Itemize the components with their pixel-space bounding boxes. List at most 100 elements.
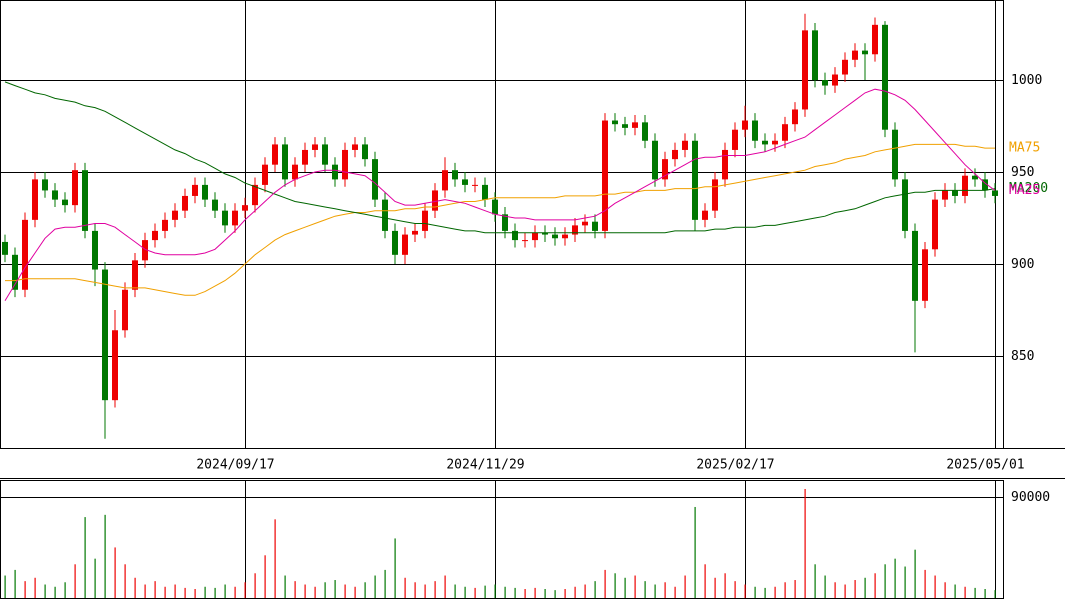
volume-bar <box>724 573 726 598</box>
candle-body <box>582 221 588 226</box>
volume-bar <box>714 577 716 598</box>
candle-body <box>392 230 398 255</box>
volume-bar <box>144 584 146 598</box>
volume-bar <box>824 575 826 598</box>
candle-body <box>302 149 308 165</box>
volume-bar <box>224 584 226 598</box>
volume-bar <box>204 586 206 598</box>
volume-bar <box>734 581 736 598</box>
volume-bar <box>304 584 306 598</box>
candle-body <box>12 254 18 290</box>
volume-bar <box>254 573 256 598</box>
candle-body <box>892 129 898 180</box>
candle-body <box>942 190 948 200</box>
candle-body <box>72 170 78 206</box>
volume-bar <box>474 587 476 598</box>
candle-body <box>642 122 648 141</box>
candle-body <box>852 50 858 60</box>
volume-bar <box>514 587 516 598</box>
volume-bar <box>894 558 896 598</box>
moving-average-line <box>4 88 996 302</box>
volume-bar <box>484 585 486 598</box>
candle-body <box>932 199 938 250</box>
candle-body <box>682 140 688 150</box>
candle-body <box>822 80 828 86</box>
candle-body <box>662 159 668 180</box>
candle-body <box>42 179 48 191</box>
volume-bar <box>164 586 166 598</box>
candle-body <box>612 120 618 125</box>
volume-bar <box>704 564 706 598</box>
volume-bar <box>574 586 576 598</box>
candle-body <box>982 179 988 191</box>
volume-bar <box>744 584 746 598</box>
volume-bar <box>854 580 856 598</box>
candle-body <box>412 230 418 235</box>
candle-body <box>32 179 38 220</box>
volume-bar <box>394 538 396 598</box>
candle-body <box>232 210 238 226</box>
volume-bar <box>264 555 266 598</box>
volume-frame <box>0 480 1004 599</box>
volume-bar <box>214 587 216 598</box>
candle-body <box>762 140 768 145</box>
volume-bar <box>684 575 686 598</box>
volume-bar <box>764 587 766 598</box>
candle-body <box>522 240 528 242</box>
y-tick-label: 1000 <box>1011 73 1042 88</box>
volume-bar <box>594 581 596 598</box>
volume-bar <box>4 575 6 598</box>
candle-body <box>772 140 778 145</box>
volume-bar <box>344 584 346 598</box>
candle-body <box>722 149 728 180</box>
candle-body <box>352 144 358 150</box>
x-tick-label: 2024/09/17 <box>196 458 274 473</box>
volume-bar <box>524 589 526 598</box>
candle-body <box>282 144 288 180</box>
volume-bar <box>34 577 36 598</box>
volume-bar <box>64 582 66 598</box>
volume-bar <box>544 589 546 598</box>
candle-body <box>312 144 318 150</box>
candle-body <box>482 184 488 200</box>
candle-body <box>752 120 758 141</box>
candle-body <box>672 149 678 160</box>
candle-body <box>122 289 128 331</box>
volume-bar <box>434 581 436 598</box>
y-tick-label: 900 <box>1011 257 1034 272</box>
candle-body <box>82 170 88 231</box>
x-tick-label: 2025/05/01 <box>946 458 1024 473</box>
volume-bar <box>994 590 996 598</box>
candle-body <box>742 120 748 130</box>
candle-body <box>372 159 378 200</box>
candle-body <box>562 234 568 239</box>
candle-body <box>712 179 718 211</box>
volume-bar <box>44 584 46 598</box>
candle-body <box>142 240 148 261</box>
volume-bar <box>154 581 156 598</box>
volume-bar <box>464 586 466 598</box>
volume-bar <box>904 566 906 598</box>
candle-body <box>272 144 278 165</box>
volume-bar <box>404 577 406 598</box>
volume-bar <box>444 575 446 598</box>
candle-body <box>542 232 548 235</box>
volume-bar <box>534 587 536 598</box>
volume-bar <box>14 569 16 598</box>
volume-bar <box>804 488 806 598</box>
volume-bar <box>374 575 376 598</box>
moving-average-line <box>4 81 996 234</box>
candle-body <box>192 184 198 196</box>
volume-bar <box>244 582 246 598</box>
volume-bar <box>564 589 566 598</box>
volume-bar <box>624 577 626 598</box>
volume-bar <box>74 564 76 598</box>
volume-bar <box>814 564 816 598</box>
volume-bar <box>584 584 586 598</box>
candle-body <box>602 120 608 231</box>
volume-bar <box>644 581 646 598</box>
candle-body <box>212 199 218 211</box>
candle-body <box>902 179 908 231</box>
volume-bar <box>864 577 866 598</box>
candle-body <box>182 195 188 211</box>
